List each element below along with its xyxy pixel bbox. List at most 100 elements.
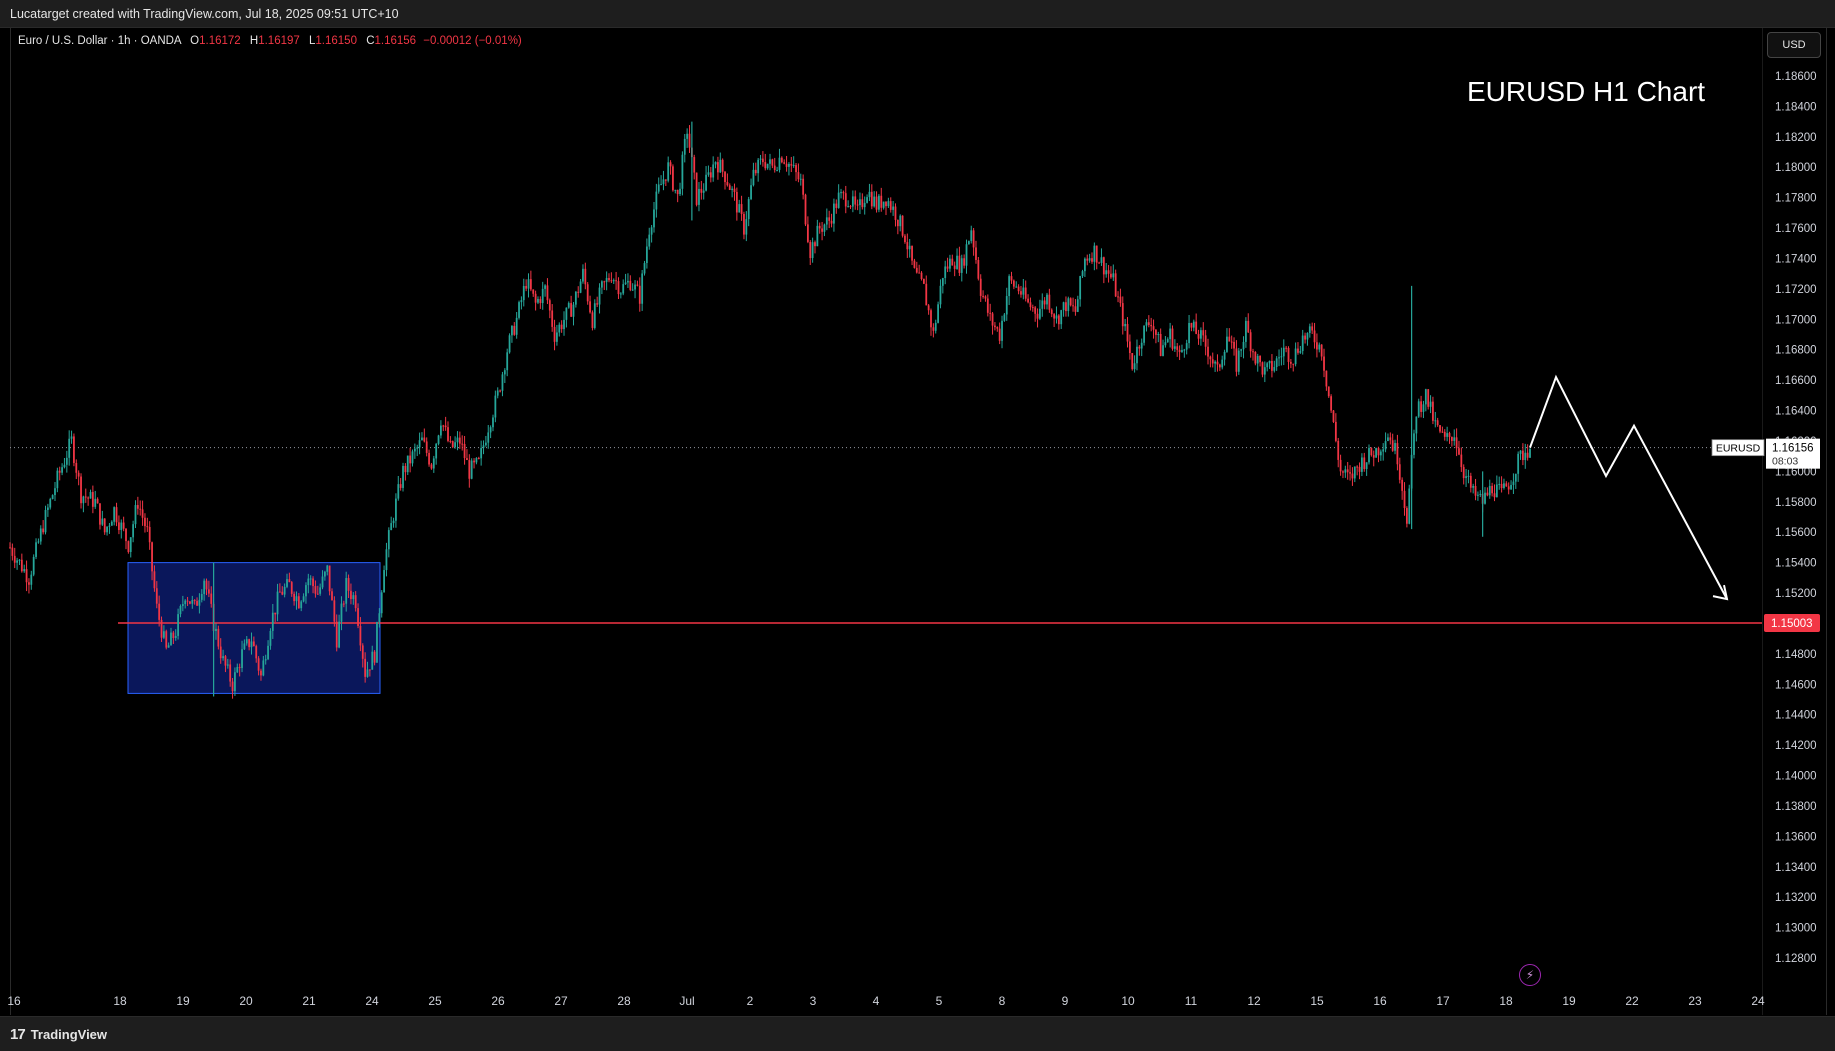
candle-body xyxy=(65,457,68,465)
bottom-bar: 17 TradingView xyxy=(0,1016,1835,1051)
candle-body xyxy=(1112,273,1115,278)
candle-body xyxy=(1339,459,1342,472)
candle-body xyxy=(39,528,42,542)
candle-body xyxy=(911,245,913,261)
candle-body xyxy=(1261,362,1264,375)
candle-body xyxy=(994,325,996,328)
candle-body xyxy=(835,203,838,208)
price-axis-separator xyxy=(1762,28,1763,1015)
candle-body xyxy=(1474,485,1477,496)
candle-body xyxy=(1022,287,1025,295)
candle-body xyxy=(1136,346,1138,364)
candle-body xyxy=(466,458,468,461)
candle-body xyxy=(248,639,251,648)
candle-body xyxy=(106,526,108,533)
candle-body xyxy=(458,437,461,444)
candle-body xyxy=(314,586,317,594)
candle-body xyxy=(707,172,710,175)
candle-body xyxy=(1076,299,1079,312)
candle-body xyxy=(660,184,662,186)
y-tick-label: 1.13600 xyxy=(1775,831,1817,843)
candle-body xyxy=(705,174,707,191)
candle-body xyxy=(1325,370,1328,387)
candle-body xyxy=(1408,488,1411,524)
close-value: 1.16156 xyxy=(374,35,417,47)
candle-body xyxy=(726,182,729,186)
candle-body xyxy=(783,162,786,164)
candle-body xyxy=(1039,308,1041,319)
candle-body xyxy=(229,664,232,682)
candle-body xyxy=(804,194,807,225)
tradingview-logo[interactable]: 17 TradingView xyxy=(10,1026,107,1043)
candle-body xyxy=(184,600,187,605)
candle-body xyxy=(693,157,696,173)
candle-body xyxy=(30,574,33,585)
candle-body xyxy=(1164,342,1167,346)
x-tick-label: 3 xyxy=(810,994,817,1008)
candle-body xyxy=(279,591,281,593)
candle-body xyxy=(1079,276,1082,300)
candle-body xyxy=(23,569,26,572)
y-tick-label: 1.13000 xyxy=(1775,923,1817,935)
candle-body xyxy=(1505,483,1508,487)
candle-body xyxy=(484,442,487,446)
x-tick-label: 19 xyxy=(176,994,190,1008)
candle-body xyxy=(565,307,568,320)
candle-body xyxy=(683,138,686,155)
candle-body xyxy=(878,195,880,210)
candle-body xyxy=(1450,437,1453,441)
candle-body xyxy=(885,201,887,207)
candle-body xyxy=(1493,493,1496,498)
candle-body xyxy=(1088,258,1091,261)
candle-body xyxy=(932,327,935,331)
candle-body xyxy=(193,600,196,602)
lightning-icon[interactable]: ⚡ xyxy=(1519,964,1541,986)
candle-body xyxy=(174,635,177,639)
low-label: L xyxy=(309,35,316,47)
candle-body xyxy=(1330,396,1333,411)
candle-body xyxy=(1382,449,1385,452)
candle-body xyxy=(1495,484,1498,498)
y-tick-label: 1.18400 xyxy=(1775,101,1817,113)
candle-body xyxy=(205,580,208,590)
candle-body xyxy=(167,645,170,648)
candle-body xyxy=(700,188,703,193)
currency-button[interactable]: USD xyxy=(1767,32,1821,58)
candle-body xyxy=(776,169,779,171)
candle-body xyxy=(904,235,906,243)
candle-body xyxy=(601,281,603,288)
candle-body xyxy=(1017,286,1020,292)
candle-body xyxy=(1081,271,1084,277)
candle-body xyxy=(326,565,329,572)
candle-body xyxy=(1455,437,1458,449)
candle-body xyxy=(953,265,956,269)
candle-body xyxy=(1126,323,1129,342)
candle-body xyxy=(608,278,610,281)
candle-body xyxy=(179,606,182,615)
candle-body xyxy=(160,619,163,638)
candle-body xyxy=(648,234,651,247)
symbol-tag: EURUSD xyxy=(1716,443,1761,455)
candle-body xyxy=(18,559,21,561)
candle-body xyxy=(619,293,622,295)
low-value: 1.16150 xyxy=(315,35,357,47)
candle-body xyxy=(1358,466,1361,472)
candle-body xyxy=(698,188,700,205)
candle-body xyxy=(46,507,49,510)
candle-body xyxy=(132,524,135,538)
x-tick-label: 10 xyxy=(1121,994,1135,1008)
y-tick-label: 1.14600 xyxy=(1775,679,1817,691)
candle-body xyxy=(335,621,338,648)
x-tick-label: 24 xyxy=(1751,994,1765,1008)
candle-body xyxy=(170,632,172,646)
candle-body xyxy=(454,442,457,447)
symbol-name[interactable]: Euro / U.S. Dollar · 1h · OANDA xyxy=(18,35,181,47)
candle-body xyxy=(709,172,712,178)
candle-body xyxy=(487,432,490,443)
candle-body xyxy=(32,556,35,575)
candle-body xyxy=(44,509,47,533)
candle-body xyxy=(404,465,407,473)
candle-body xyxy=(1072,305,1074,307)
candle-body xyxy=(937,304,939,323)
